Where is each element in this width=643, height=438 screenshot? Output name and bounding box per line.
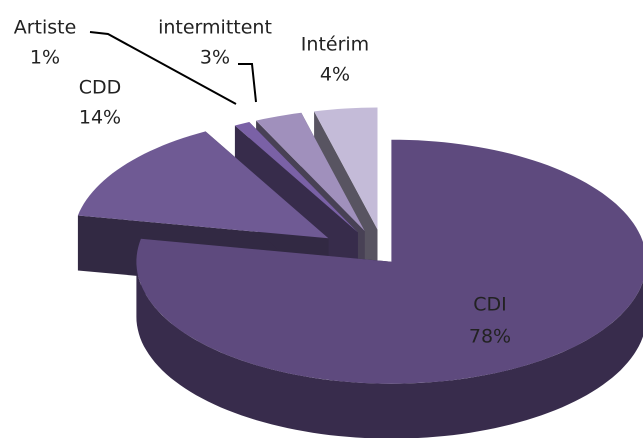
- value-label: 4%: [320, 64, 350, 86]
- category-label: Intérim: [301, 34, 369, 56]
- slice: [234, 122, 358, 233]
- value-label: 3%: [200, 47, 230, 69]
- category-label: CDD: [79, 77, 122, 99]
- category-label: intermittent: [158, 17, 272, 39]
- category-label: CDI: [473, 294, 507, 316]
- value-label: 14%: [79, 107, 121, 129]
- value-label: 78%: [469, 326, 511, 348]
- slice-side: [249, 122, 358, 288]
- slice: [77, 131, 329, 239]
- leader-line: [89, 31, 237, 105]
- slice: [256, 112, 365, 231]
- leader-line: [238, 63, 257, 103]
- value-label: 1%: [30, 47, 60, 69]
- slice: [314, 107, 378, 230]
- slice-wall: [136, 261, 643, 438]
- category-label: Artiste: [14, 17, 77, 39]
- slice: [136, 139, 643, 384]
